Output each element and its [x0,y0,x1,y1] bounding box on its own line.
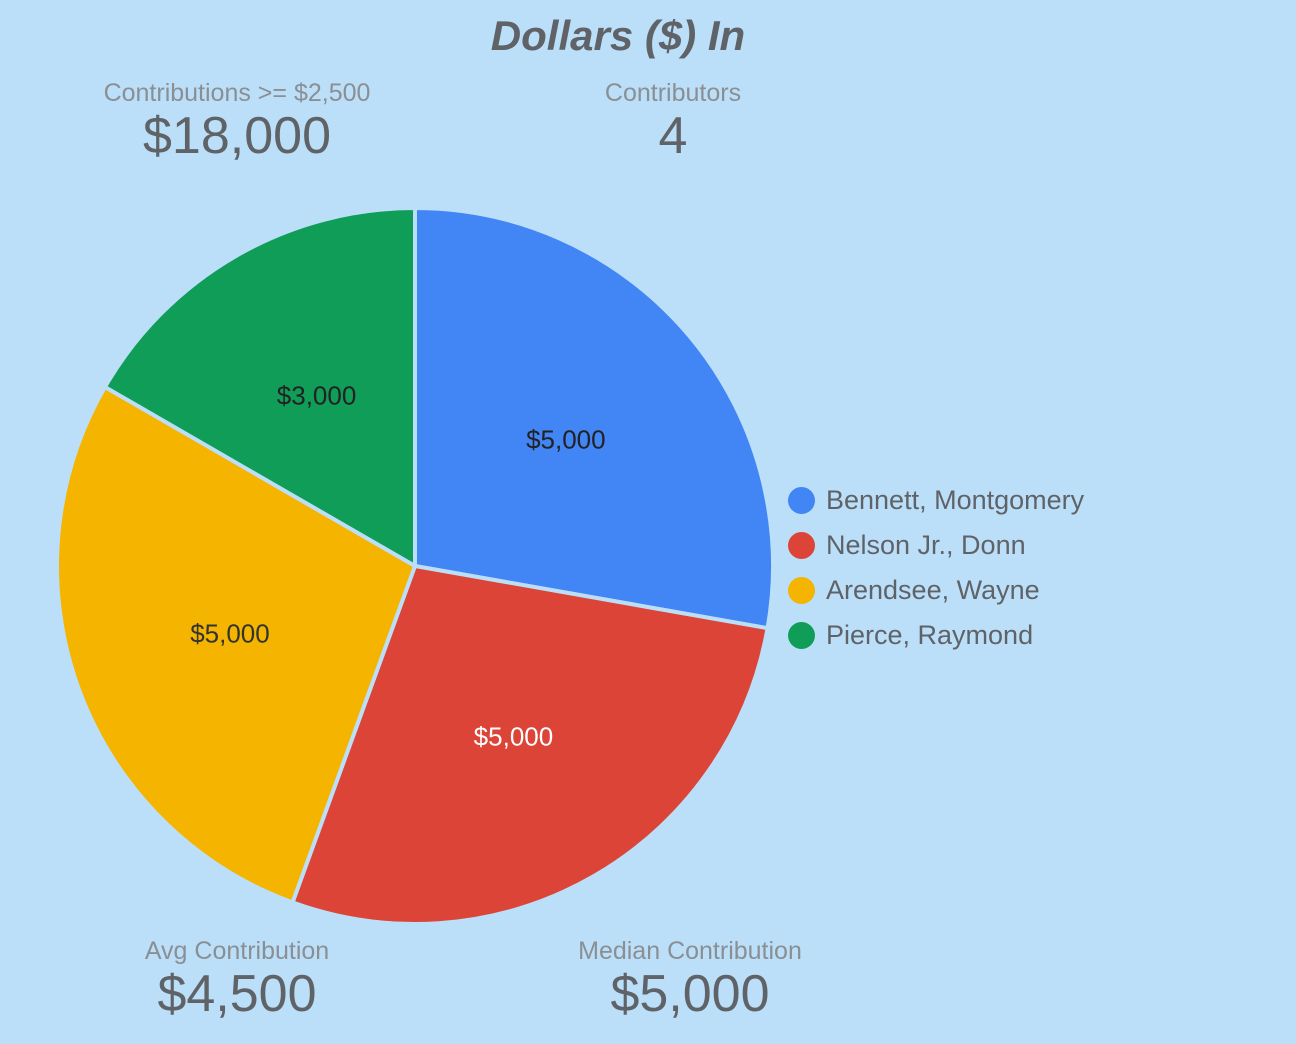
chart-legend: Bennett, Montgomery Nelson Jr., Donn Are… [788,478,1084,658]
stat-contributions-ge-label: Contributions >= $2,500 [103,79,371,107]
pie-data-label: $5,000 [190,618,270,648]
legend-swatch-icon [788,622,815,649]
stat-median-label: Median Contribution [578,937,802,965]
legend-item[interactable]: Nelson Jr., Donn [788,523,1084,568]
stat-avg-contribution: Avg Contribution $4,500 [37,936,437,1022]
legend-label: Pierce, Raymond [826,620,1034,650]
legend-item[interactable]: Bennett, Montgomery [788,478,1084,523]
legend-swatch-icon [788,577,815,604]
stat-avg-value: $4,500 [157,965,317,1023]
stat-median-value: $5,000 [610,965,770,1023]
legend-label: Bennett, Montgomery [826,485,1085,515]
pie-data-label: $3,000 [277,380,357,410]
pie-data-label: $5,000 [474,722,554,752]
legend-label: Arendsee, Wayne [826,575,1040,605]
stat-avg-label: Avg Contribution [144,937,330,965]
legend-swatch-icon [788,532,815,559]
pie-slices [55,206,775,926]
stat-contributors: Contributors 4 [473,78,873,164]
stat-contributors-label: Contributors [604,79,742,107]
stat-contributions-ge-value: $18,000 [143,107,331,165]
chart-title: Dollars ($) In [490,12,746,59]
stat-contributors-value: 4 [658,107,688,165]
legend-swatch-icon [788,487,815,514]
stat-median-contribution: Median Contribution $5,000 [490,936,890,1022]
pie-slice[interactable] [290,564,770,926]
pie-slice[interactable] [413,206,775,631]
pie-data-label: $5,000 [526,424,606,454]
legend-item[interactable]: Pierce, Raymond [788,613,1084,658]
pie-slice[interactable] [102,206,417,568]
pie-data-labels: $5,000 $5,000 $5,000 $3,000 [190,380,605,751]
stat-contributions-ge: Contributions >= $2,500 $18,000 [37,78,437,164]
legend-item[interactable]: Arendsee, Wayne [788,568,1084,613]
legend-label: Nelson Jr., Donn [826,530,1026,560]
